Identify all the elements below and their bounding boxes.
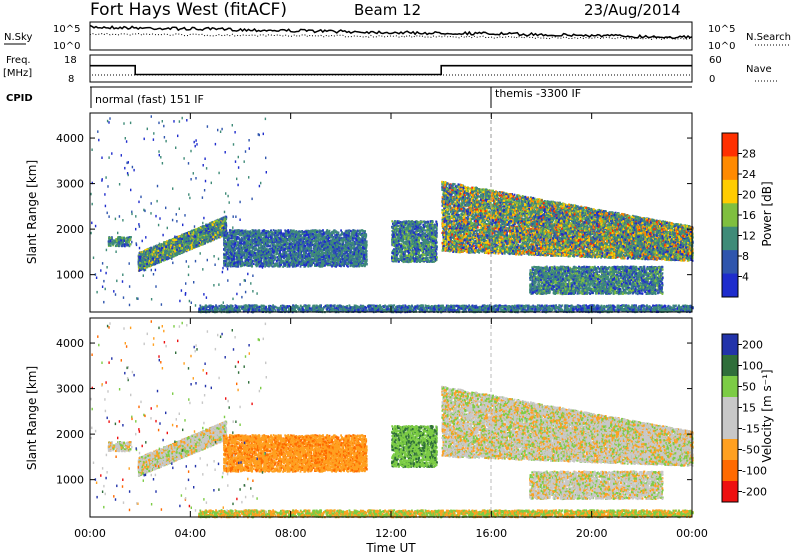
power-cell [118,239,120,241]
frequency-strip: Freq. [MHz] 18 8 60 0 Nave [3,55,778,85]
power-cell [119,245,121,247]
nsky-trace [90,26,692,39]
power-heatmap [90,115,694,313]
freq-frame [90,55,692,82]
freq-label: Freq. [6,55,31,66]
nave-tick-bottom: 0 [709,74,715,85]
power-cell [115,245,117,247]
cpid-segment-1: normal (fast) 151 IF [95,93,204,106]
power-cell [120,239,122,241]
beam-title: Beam 12 [354,1,421,19]
nave-tick-top: 60 [709,55,722,66]
power-cell [108,241,110,243]
power-cell [129,236,131,238]
freq-tick-top: 18 [64,55,77,66]
nsearch-tick-bottom: 10^0 [708,41,735,52]
power-cell [123,240,125,242]
power-cell [125,241,127,243]
power-cell [123,237,125,239]
power-cell [117,244,119,246]
freq-unit-label: [MHz] [3,68,32,79]
freq-trace [90,66,692,75]
power-cell [224,220,226,222]
cpid-strip: CPID normal (fast) 151 IF themis -3300 I… [6,87,692,108]
power-cell [121,245,123,247]
power-cell [108,244,110,246]
power-cell [129,243,131,245]
nsky-tick-bottom: 10^0 [53,41,80,52]
power-cell [118,242,120,244]
nsky-tick-top: 10^5 [53,24,80,35]
power-cell [110,245,112,247]
nsearch-label: N.Search [746,32,791,43]
power-cell [108,238,110,240]
cpid-segment-2: themis -3300 IF [495,87,581,100]
power-cell [150,247,152,249]
noise-strip: N.Sky 10^5 10^0 10^5 10^0 N.Search [4,22,791,52]
power-cell [115,238,117,240]
cpid-label: CPID [6,93,33,104]
power-cell [121,242,123,244]
nave-label: Nave [746,64,772,75]
freq-tick-bottom: 8 [68,74,74,85]
power-cell [126,244,128,246]
power-cell [113,243,115,245]
power-cell [128,241,130,243]
station-title: Fort Hays West (fitACF) [90,0,287,20]
nsky-label: N.Sky [4,32,32,43]
nsearch-tick-top: 10^5 [708,24,735,35]
date-title: 23/Aug/2014 [584,1,681,19]
